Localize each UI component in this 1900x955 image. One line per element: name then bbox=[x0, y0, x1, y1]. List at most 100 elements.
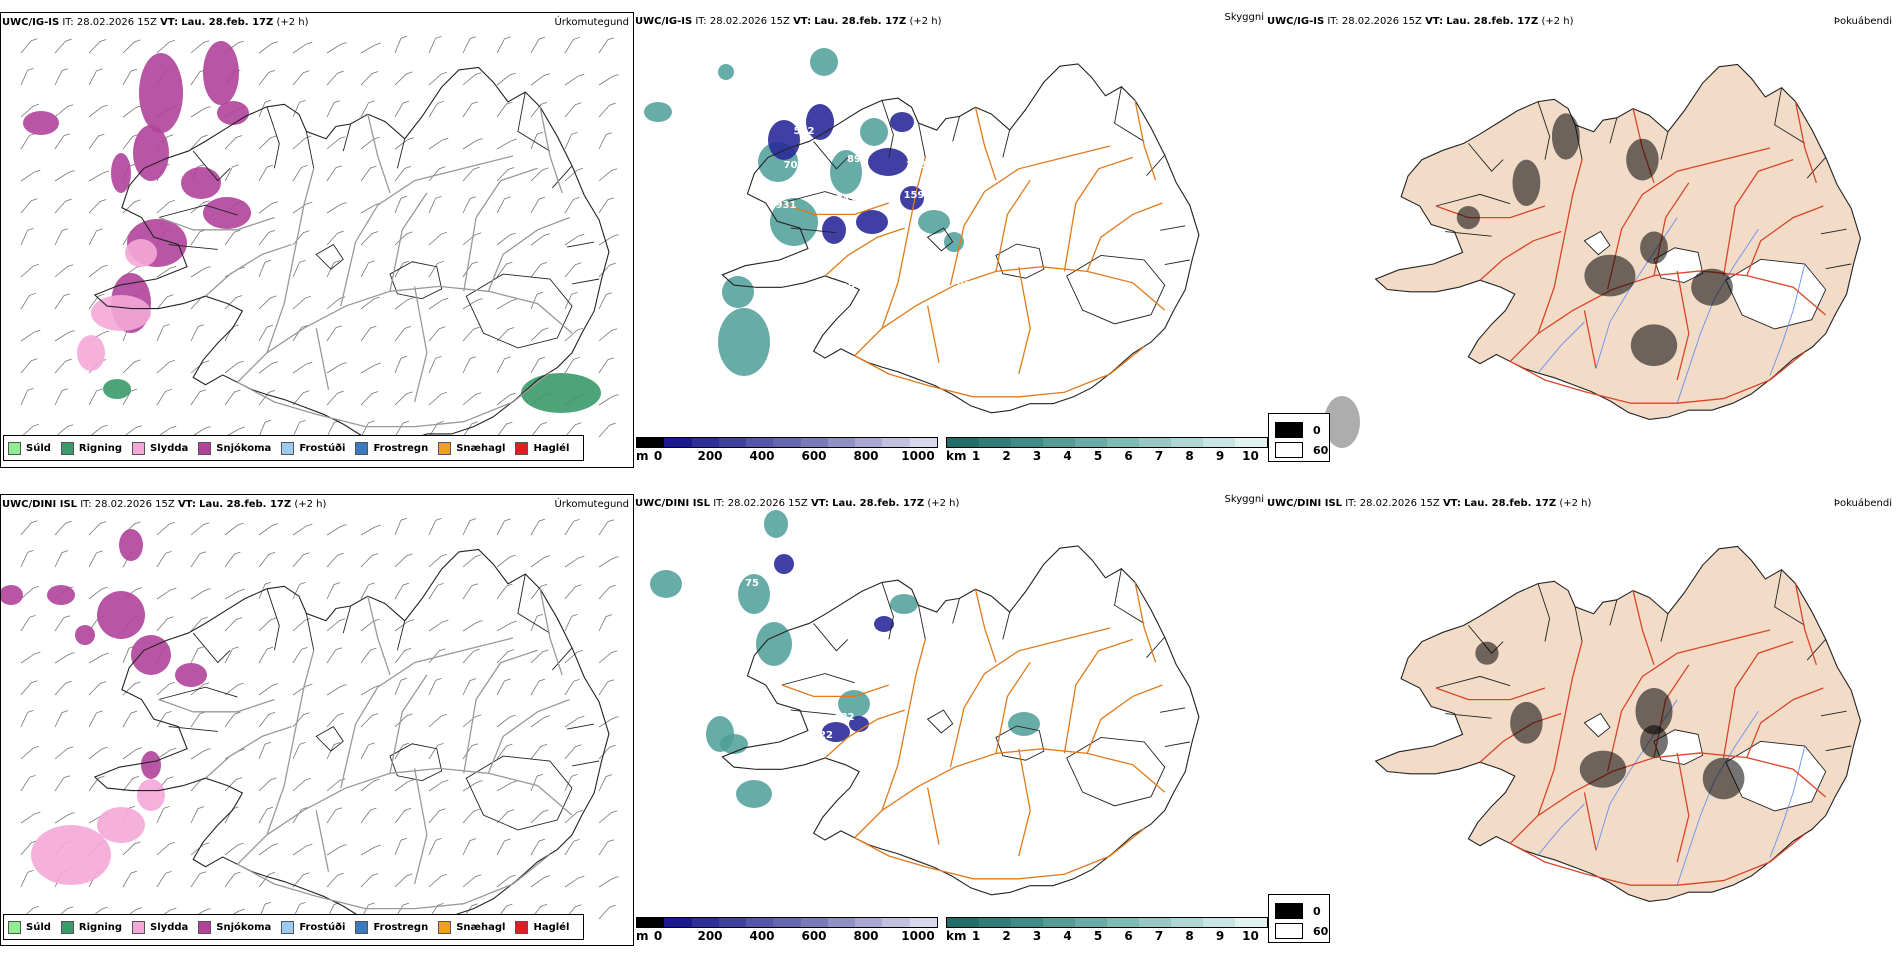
cloud-base-label: 99 bbox=[957, 280, 971, 291]
cloud-base-label: 367 bbox=[788, 608, 809, 619]
wind-barb bbox=[462, 138, 483, 150]
sleet-area bbox=[91, 295, 151, 331]
wind-barb bbox=[428, 648, 446, 664]
cloud-base-area bbox=[856, 210, 888, 234]
wind-barb bbox=[20, 423, 40, 438]
road-line bbox=[315, 216, 570, 403]
wind-barb bbox=[88, 39, 107, 54]
wind-barb bbox=[598, 774, 613, 792]
fog-legend-item: 60 bbox=[1275, 923, 1328, 939]
glacier-outline bbox=[315, 725, 344, 752]
wind-barb bbox=[258, 324, 274, 342]
wind-barb bbox=[190, 266, 211, 278]
wind-barb bbox=[190, 40, 210, 54]
wind-barb bbox=[122, 776, 140, 792]
precip-legend-item: Frostregn bbox=[355, 920, 428, 934]
fog-index-area bbox=[1456, 206, 1480, 230]
wind-barb bbox=[326, 524, 347, 536]
precip-legend-label: Haglél bbox=[533, 921, 570, 933]
wind-barb bbox=[156, 587, 177, 600]
wind-barb bbox=[258, 230, 276, 246]
wind-barb bbox=[428, 297, 449, 310]
colorbar-segment bbox=[691, 438, 719, 447]
wind-barb bbox=[496, 620, 518, 632]
wind-barb bbox=[20, 169, 41, 182]
wind-barb bbox=[428, 619, 449, 632]
wind-barb bbox=[292, 165, 308, 182]
wind-barb bbox=[496, 356, 511, 374]
road-line bbox=[1583, 205, 1824, 381]
colorbar-segment bbox=[1139, 438, 1171, 447]
colorbar-segment bbox=[1171, 438, 1203, 447]
wind-barb bbox=[224, 360, 244, 374]
wind-barb bbox=[258, 552, 276, 568]
colorbar-tick-label: 600 bbox=[801, 929, 827, 943]
colorbar-segment bbox=[1107, 918, 1139, 927]
glacier-outline bbox=[1066, 254, 1166, 325]
wind-barb bbox=[394, 553, 413, 568]
wind-barb bbox=[428, 71, 448, 86]
low-visibility-area bbox=[860, 118, 888, 146]
wind-barb bbox=[598, 74, 619, 86]
wind-barb bbox=[54, 330, 75, 342]
wind-barb bbox=[564, 614, 578, 632]
snow-area bbox=[203, 41, 239, 105]
visibility-fields bbox=[650, 510, 1040, 808]
colorbar-segment bbox=[691, 918, 719, 927]
wind-barb bbox=[428, 356, 442, 374]
colorbar-tick-label: 600 bbox=[801, 449, 827, 463]
wind-barb bbox=[54, 68, 69, 86]
precip-legend-swatch bbox=[132, 920, 146, 934]
colorbar-segment bbox=[882, 438, 910, 447]
wind-barb bbox=[462, 72, 482, 86]
wind-barb bbox=[428, 391, 448, 406]
colorbar-segment bbox=[746, 438, 774, 447]
wind-barb bbox=[462, 232, 482, 246]
colorbar-unit: km bbox=[946, 929, 967, 943]
glacier-outline bbox=[315, 243, 344, 270]
wind-barb bbox=[20, 38, 38, 54]
wind-barb bbox=[156, 551, 172, 568]
wind-barb bbox=[190, 711, 207, 728]
precip-legend-label: Frostúði bbox=[299, 921, 346, 933]
wind-barb bbox=[292, 523, 313, 536]
fog-legend-swatch bbox=[1275, 422, 1303, 438]
road-line bbox=[237, 371, 551, 428]
wind-barb bbox=[190, 806, 205, 824]
road-line bbox=[205, 649, 538, 779]
colorbar-strip bbox=[946, 437, 1268, 448]
wind-barb bbox=[224, 806, 239, 824]
wind-barb bbox=[54, 170, 75, 182]
wind-barb bbox=[258, 99, 272, 118]
wind-barb bbox=[326, 684, 347, 696]
road-line bbox=[237, 767, 573, 865]
wind-barb bbox=[598, 679, 615, 696]
wind-barb bbox=[156, 806, 170, 824]
fjord-coastline bbox=[1114, 568, 1190, 748]
wind-barb bbox=[598, 614, 613, 632]
wind-barb bbox=[564, 37, 580, 54]
wind-barb bbox=[20, 680, 38, 696]
road-line bbox=[854, 346, 1145, 398]
wind-barb bbox=[530, 356, 546, 374]
wind-barb bbox=[394, 420, 410, 438]
fog-index-area bbox=[1626, 138, 1659, 181]
panel-title: Þokuábendi bbox=[1833, 16, 1892, 27]
colorbar-segment bbox=[909, 918, 937, 927]
fog-legend: 0 60 bbox=[1268, 413, 1330, 462]
wind-barb bbox=[564, 555, 585, 568]
wind-barb bbox=[54, 388, 69, 406]
wind-barb bbox=[598, 168, 618, 182]
fjord-coastline bbox=[1114, 86, 1190, 266]
wind-barb bbox=[530, 649, 549, 664]
wind-barb bbox=[54, 228, 69, 246]
wind-barb bbox=[258, 523, 279, 536]
low-visibility-area bbox=[810, 48, 838, 76]
snow-area bbox=[133, 125, 169, 181]
fog-index-area bbox=[1579, 750, 1627, 788]
low-visibility-area bbox=[644, 102, 672, 122]
wind-barb bbox=[428, 261, 444, 278]
precip-legend-item: Snæhagl bbox=[438, 920, 505, 934]
wind-barb bbox=[394, 195, 408, 214]
wind-barb bbox=[428, 583, 444, 600]
